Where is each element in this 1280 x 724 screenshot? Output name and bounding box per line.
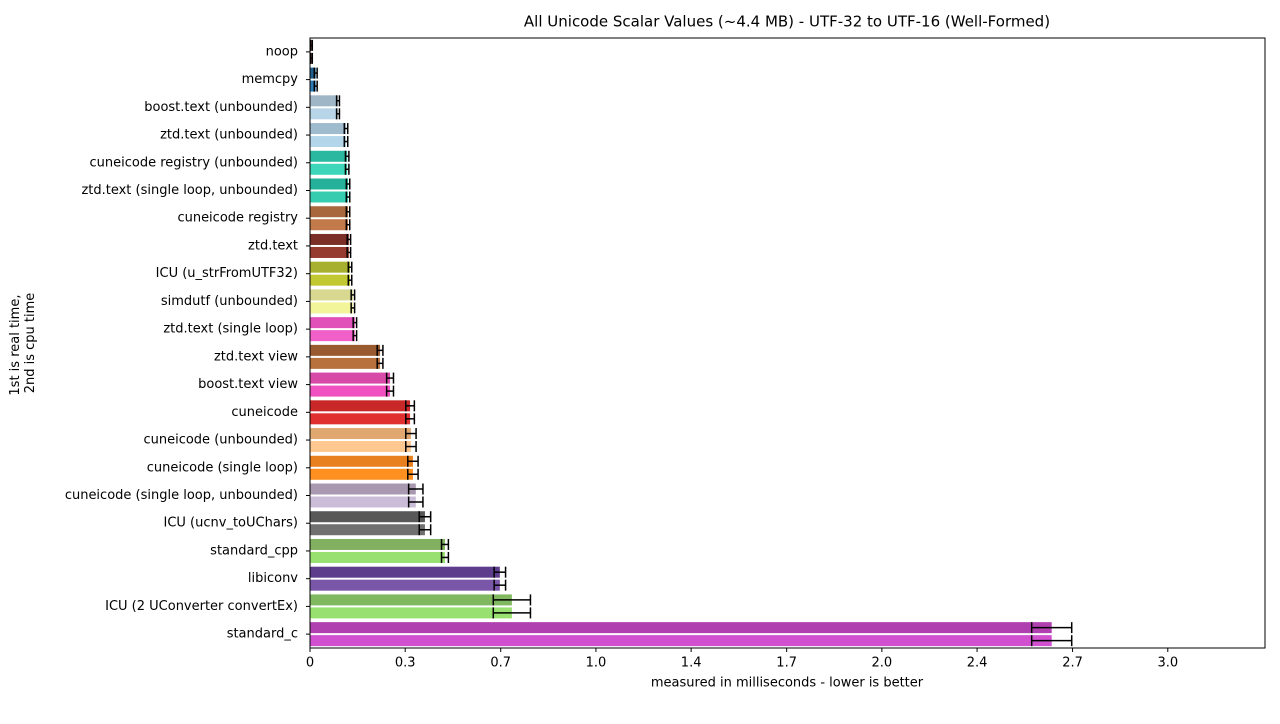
- bar: [310, 123, 347, 135]
- bar: [310, 317, 355, 329]
- x-tick-label: 2.0: [872, 656, 893, 671]
- x-tick-label: 1.4: [681, 656, 702, 671]
- y-tick-label: boost.text view: [198, 377, 298, 392]
- bar: [310, 163, 348, 175]
- y-tick-label: boost.text (unbounded): [144, 100, 298, 115]
- bar: [310, 80, 316, 92]
- bar: [310, 622, 1052, 634]
- y-tick-label: ztd.text (unbounded): [160, 128, 298, 143]
- x-tick-label: 2.7: [1062, 656, 1083, 671]
- y-tick-label: cuneicode registry (unbounded): [90, 155, 299, 170]
- y-tick-label: libiconv: [248, 571, 298, 586]
- bar: [310, 635, 1052, 647]
- y-tick-label: cuneicode (single loop, unbounded): [65, 488, 298, 503]
- y-tick-label: ICU (u_strFromUTF32): [156, 266, 298, 281]
- bar: [310, 206, 349, 218]
- x-tick-label: 0.3: [395, 656, 416, 671]
- bar: [310, 566, 500, 578]
- bar: [310, 330, 355, 342]
- bar: [310, 150, 348, 162]
- x-tick-label: 3.0: [1157, 656, 1178, 671]
- y-tick-label: ztd.text (single loop): [163, 322, 298, 337]
- bar: [310, 455, 413, 467]
- y-tick-label: ztd.text (single loop, unbounded): [81, 183, 298, 198]
- bar: [310, 385, 391, 397]
- bar: [310, 136, 347, 148]
- y-tick-label: cuneicode: [231, 405, 298, 420]
- bar: [310, 372, 391, 384]
- x-tick-label: 0: [306, 656, 314, 671]
- bar: [310, 579, 500, 591]
- y-tick-label: simdutf (unbounded): [161, 294, 298, 309]
- bar: [310, 178, 349, 190]
- bar: [310, 441, 411, 453]
- y-tick-label: cuneicode (unbounded): [143, 433, 298, 448]
- bar: [310, 428, 411, 440]
- bar: [310, 246, 349, 258]
- plot-frame: [309, 37, 1266, 649]
- y-tick-label: ICU (2 UConverter convertEx): [105, 599, 298, 614]
- bar: [310, 274, 351, 286]
- bar: [310, 594, 512, 606]
- bar: [310, 191, 349, 203]
- chart-title: All Unicode Scalar Values (~4.4 MB) - UT…: [524, 13, 1050, 31]
- y-axis-label: 1st is real time, 2nd is cpu time: [8, 290, 38, 395]
- x-axis-label: measured in milliseconds - lower is bett…: [651, 676, 924, 691]
- bar: [310, 95, 339, 107]
- bar: [310, 219, 349, 231]
- bar: [310, 607, 512, 619]
- bar: [310, 413, 411, 425]
- bar: [310, 511, 425, 523]
- y-tick-label: standard_cpp: [210, 543, 298, 558]
- y-axis-label-line: 2nd is cpu time: [23, 293, 38, 394]
- y-tick-label: ztd.text view: [214, 349, 298, 364]
- y-tick-label: standard_c: [227, 627, 298, 642]
- bar: [310, 302, 353, 314]
- bar: [310, 496, 416, 508]
- bar: [310, 289, 353, 301]
- bar: [310, 483, 416, 495]
- bar: [310, 67, 316, 79]
- x-tick-label: 1.0: [586, 656, 607, 671]
- y-tick-label: cuneicode (single loop): [147, 460, 298, 475]
- y-tick-label: cuneicode registry: [177, 211, 298, 226]
- bar: [310, 357, 381, 369]
- x-tick-label: 1.7: [776, 656, 797, 671]
- bar: [310, 261, 351, 273]
- bar: [310, 468, 413, 480]
- bar: [310, 108, 339, 120]
- x-tick-label: 0.7: [490, 656, 511, 671]
- bar: [310, 538, 445, 550]
- bar: [310, 233, 349, 245]
- y-tick-label: noop: [266, 44, 298, 59]
- bar: [310, 524, 425, 536]
- y-tick-label: ztd.text: [248, 238, 298, 253]
- y-tick-label: memcpy: [242, 72, 299, 87]
- y-tick-label: ICU (ucnv_toUChars): [164, 516, 299, 531]
- x-tick-label: 2.4: [967, 656, 988, 671]
- y-axis-label-line: 1st is real time,: [8, 295, 23, 396]
- bar: [310, 400, 411, 412]
- bar: [310, 551, 445, 563]
- bar: [310, 344, 381, 356]
